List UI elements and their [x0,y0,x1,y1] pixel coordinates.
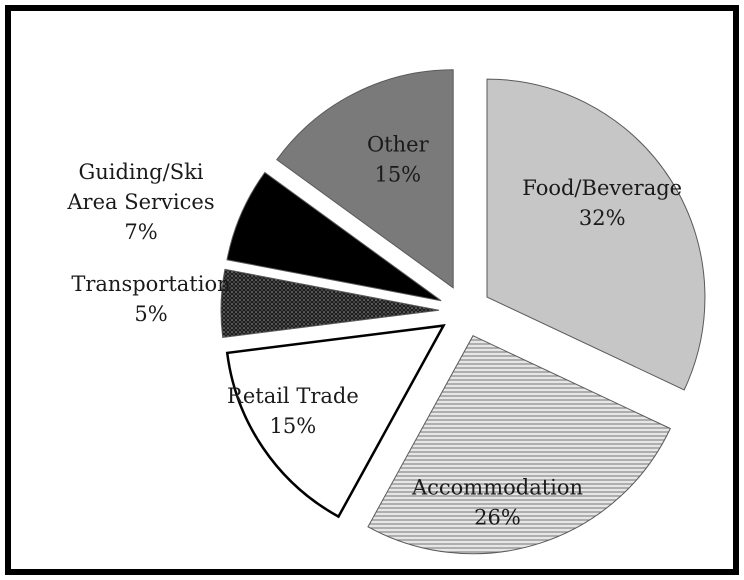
chart-frame: Food/Beverage 32% Accommodation 26% Retail T… [5,5,739,575]
pie-slice-food-beverage [486,78,706,391]
slice-value-accommodation: 26% [474,506,521,530]
slice-value-guiding-ski-area-services: 7% [124,220,157,244]
pie-chart: Food/Beverage 32% Accommodation 26% Retail T… [66,69,706,555]
slice-label-accommodation-0: Accommodation [411,476,583,500]
slice-label-guiding-ski-area-services-1: Area Services [66,190,214,214]
slice-label-transportation-0: Transportation [71,272,230,296]
slice-label-food-beverage-0: Food/Beverage [522,176,682,200]
slice-value-transportation: 5% [134,302,167,326]
slice-value-other: 15% [374,162,421,186]
slice-value-food-beverage: 32% [579,206,626,230]
slice-value-retail-trade: 15% [270,414,317,438]
slice-label-guiding-ski-area-services-0: Guiding/Ski [78,160,203,184]
pie-slice-other [276,69,454,289]
pie-slice-guiding-ski-area-services [226,171,442,302]
pie-slice-accommodation [367,335,671,555]
pie-slice-retail-trade [225,324,446,519]
slice-label-other-0: Other [367,132,430,156]
pie-slice-transportation [220,268,440,339]
slice-label-retail-trade-0: Retail Trade [227,384,359,408]
